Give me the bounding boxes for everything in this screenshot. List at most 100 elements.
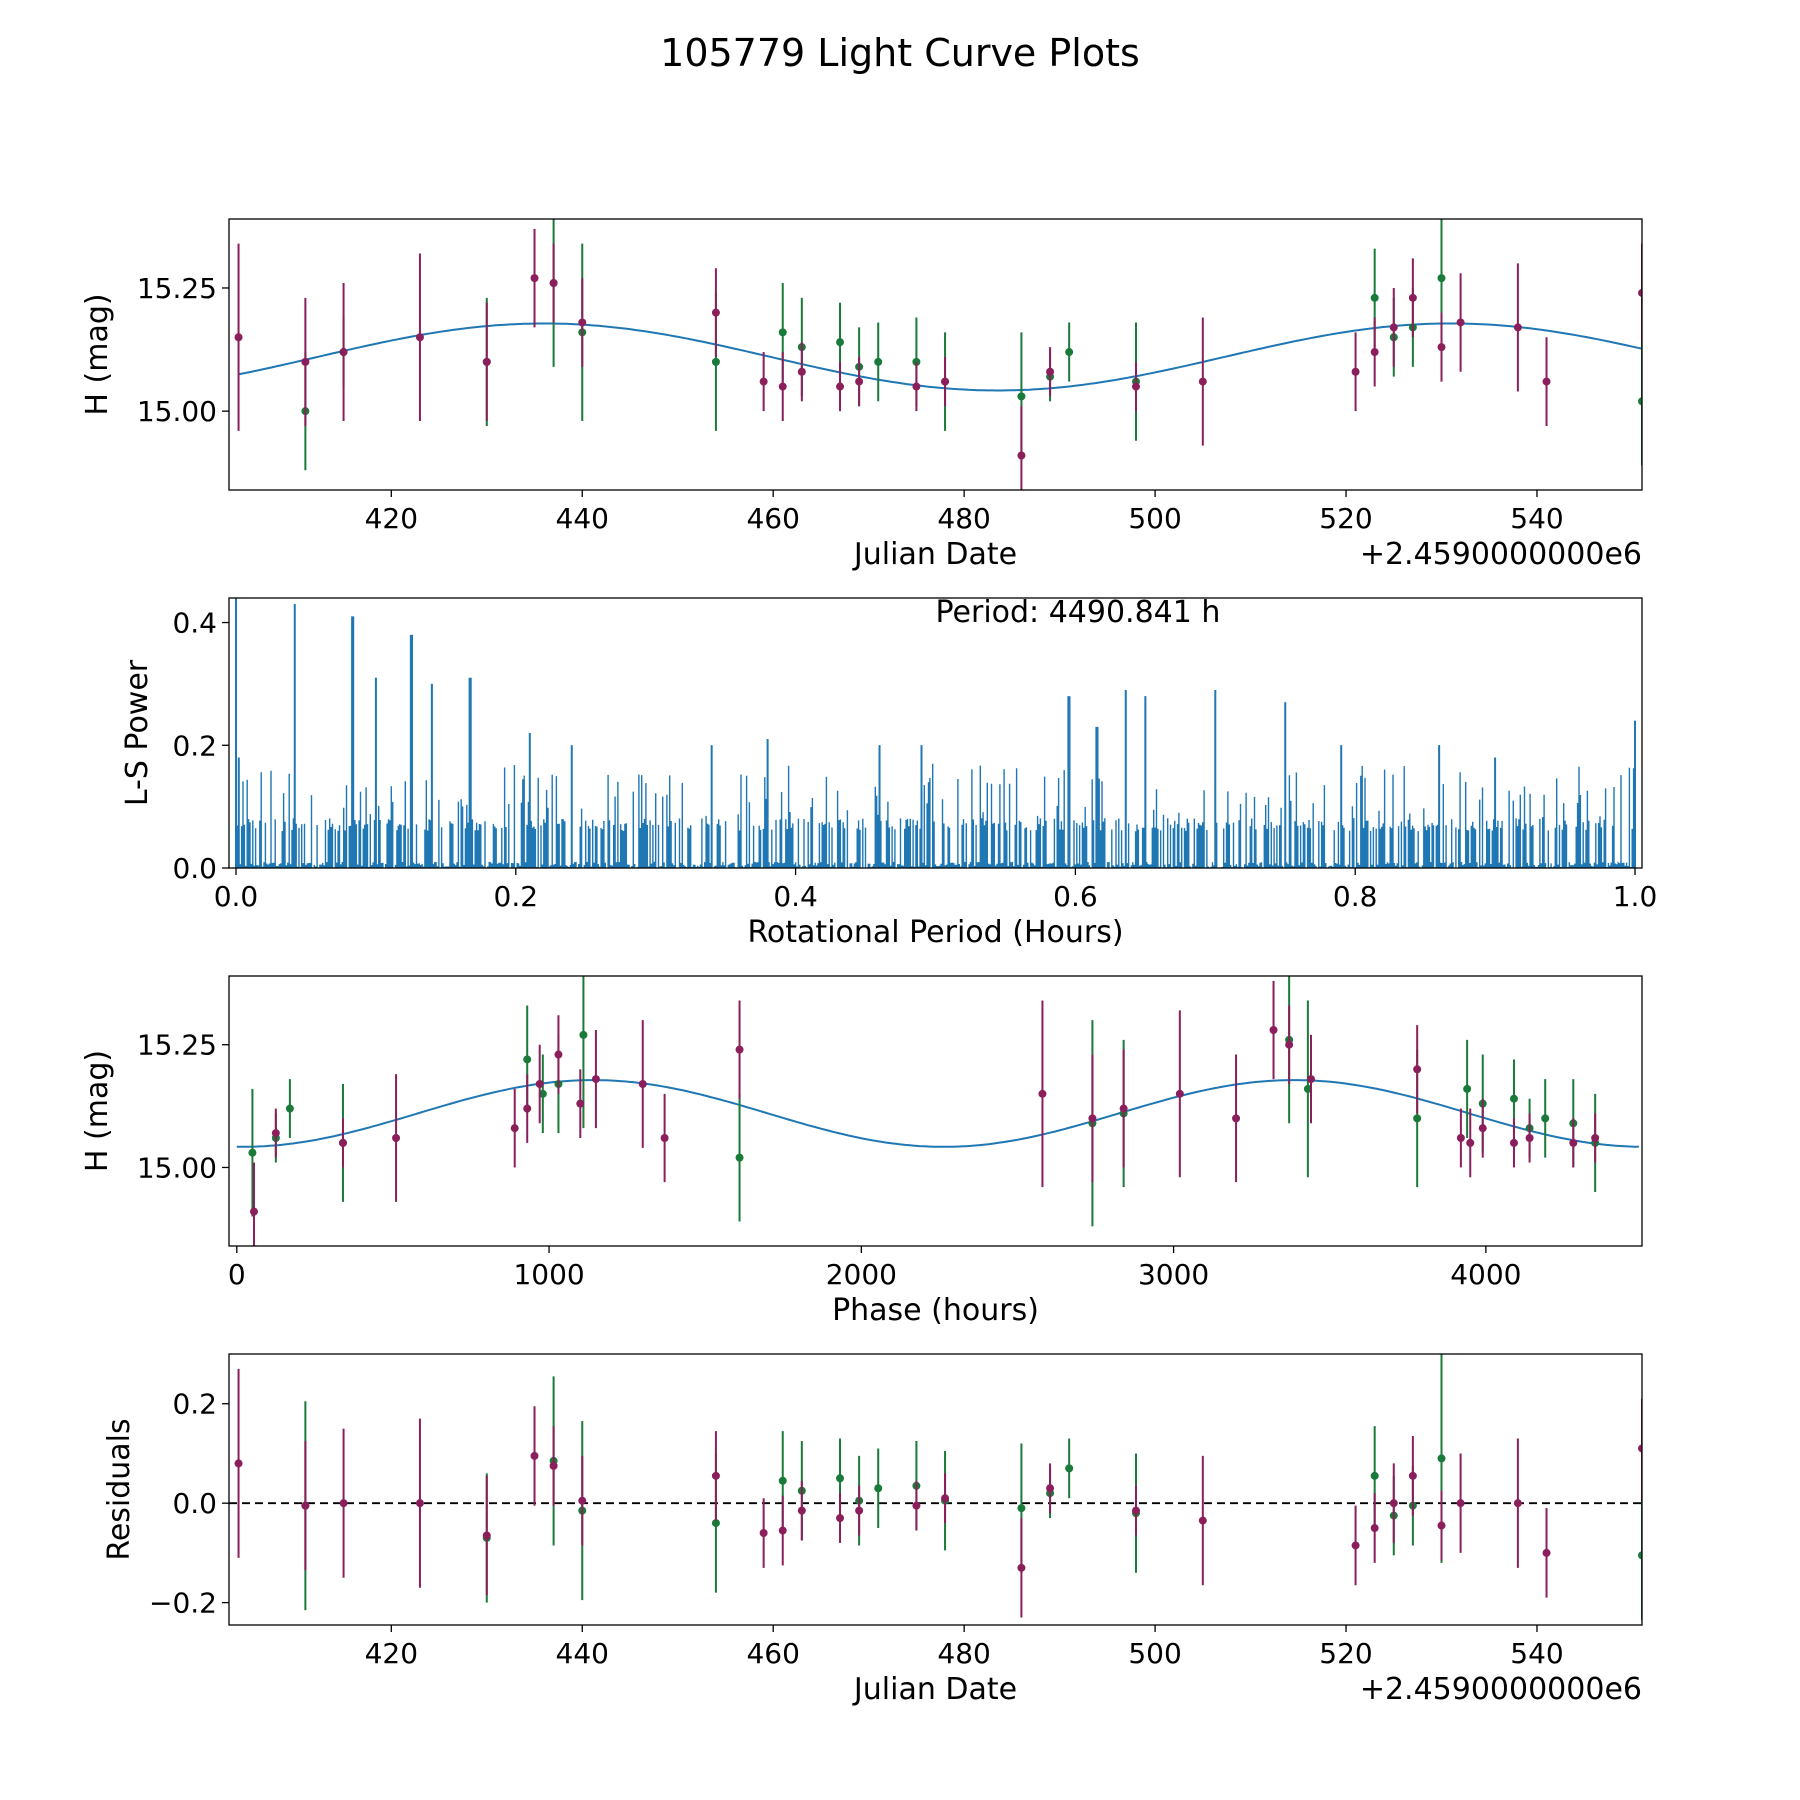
data-point <box>941 1494 950 1503</box>
data-point <box>249 1207 258 1216</box>
data-point <box>1370 1471 1379 1480</box>
y-tick-label: −0.2 <box>149 1587 217 1620</box>
period-annotation: Period: 4490.841 h <box>936 595 1221 630</box>
data-point <box>1306 1075 1315 1084</box>
data-point <box>554 1050 563 1059</box>
data-point <box>778 1476 787 1485</box>
data-point <box>549 1461 558 1470</box>
data-point <box>576 1099 585 1108</box>
x-tick-label: 520 <box>1319 502 1372 535</box>
data-point <box>874 1484 883 1493</box>
data-point <box>1638 397 1642 406</box>
data-point <box>1131 1506 1140 1515</box>
x-tick-label: 0.4 <box>773 880 818 913</box>
data-point <box>1541 1114 1550 1123</box>
x-offset-text: +2.4590000000e6 <box>1360 537 1642 572</box>
data-point <box>735 1153 744 1162</box>
data-point <box>778 1526 787 1535</box>
data-point <box>339 1499 348 1508</box>
data-point <box>579 1030 588 1039</box>
data-point <box>1198 1516 1207 1525</box>
data-point <box>538 1089 547 1098</box>
x-tick-label: 3000 <box>1138 1258 1209 1291</box>
y-axis-label: H (mag) <box>80 293 115 415</box>
plot-area <box>229 1354 1642 1621</box>
y-tick-label: 0.2 <box>172 729 217 762</box>
x-tick-label: 0.0 <box>214 880 259 913</box>
data-point <box>1509 1094 1518 1103</box>
data-point <box>638 1080 647 1088</box>
plot-area <box>236 976 1639 1246</box>
x-axis-label: Phase (hours) <box>832 1293 1039 1328</box>
x-tick-label: 480 <box>937 502 990 535</box>
data-point <box>912 1501 921 1510</box>
data-point <box>1525 1134 1534 1142</box>
data-point <box>535 1080 544 1088</box>
data-point <box>1437 1454 1446 1463</box>
periodogram-line <box>235 598 1636 868</box>
x-tick-label: 540 <box>1510 502 1563 535</box>
residuals-panel: 420 440 460 480 500 520 540 −0.2 0.0 0.2 Julian Da… <box>102 1353 1643 1707</box>
plot-area <box>234 598 1637 868</box>
data-point <box>1232 1114 1241 1123</box>
data-point <box>797 367 806 376</box>
x-tick-label: 460 <box>746 1637 799 1670</box>
data-point <box>1046 1484 1055 1493</box>
data-point <box>1542 377 1551 386</box>
data-point <box>1119 1104 1128 1113</box>
data-point <box>578 1496 587 1505</box>
data-point <box>711 357 720 366</box>
x-tick-label: 440 <box>556 1637 609 1670</box>
y-tick-label: 0.4 <box>172 607 217 640</box>
data-point <box>836 1474 845 1483</box>
data-point <box>1046 367 1055 376</box>
data-point <box>1478 1124 1487 1133</box>
data-point <box>1569 1138 1578 1147</box>
data-point <box>1466 1138 1475 1147</box>
data-point <box>339 348 348 357</box>
data-point <box>1389 1499 1398 1508</box>
data-point <box>285 1104 294 1113</box>
y-tick-label: 15.00 <box>137 395 217 428</box>
data-point <box>1638 1444 1642 1453</box>
y-axis-label: H (mag) <box>80 1050 115 1172</box>
data-point <box>415 333 424 342</box>
data-point <box>941 377 950 386</box>
data-point <box>415 1499 424 1508</box>
data-point <box>1370 348 1379 357</box>
fit-curve <box>238 322 1642 392</box>
data-point <box>1408 293 1417 302</box>
x-tick-label: 2000 <box>826 1258 897 1291</box>
x-tick-label: 460 <box>746 502 799 535</box>
x-tick-label: 1000 <box>513 1258 584 1291</box>
y-tick-label: 0.0 <box>172 852 217 885</box>
data-point <box>578 318 587 327</box>
data-point <box>1198 377 1207 386</box>
x-tick-label: 0.6 <box>1053 880 1098 913</box>
data-point <box>1370 1524 1379 1533</box>
data-point <box>759 377 768 386</box>
data-point <box>1389 323 1398 332</box>
y-tick-label: 15.00 <box>137 1151 217 1184</box>
fit-curve <box>236 1079 1639 1148</box>
data-point <box>1638 1551 1642 1560</box>
data-point <box>1513 323 1522 332</box>
lightcurve-panel: 420 440 460 480 500 520 540 15.00 15.25 Julian Da… <box>80 218 1643 572</box>
data-point <box>1513 1499 1522 1508</box>
x-tick-label: 1.0 <box>1613 880 1658 913</box>
data-point <box>797 1506 806 1515</box>
data-point <box>530 274 539 283</box>
data-point <box>234 333 243 342</box>
x-tick-label: 500 <box>1128 1637 1181 1670</box>
data-point <box>234 1459 243 1468</box>
x-tick-label: 0 <box>228 1258 246 1291</box>
axes-frame <box>228 1353 1643 1626</box>
data-point <box>1017 451 1026 460</box>
data-point <box>1370 293 1379 302</box>
data-point <box>549 279 558 288</box>
data-point <box>1131 382 1140 391</box>
x-tick-label: 420 <box>365 502 418 535</box>
y-axis-label: L-S Power <box>120 659 155 806</box>
data-point <box>523 1104 532 1113</box>
